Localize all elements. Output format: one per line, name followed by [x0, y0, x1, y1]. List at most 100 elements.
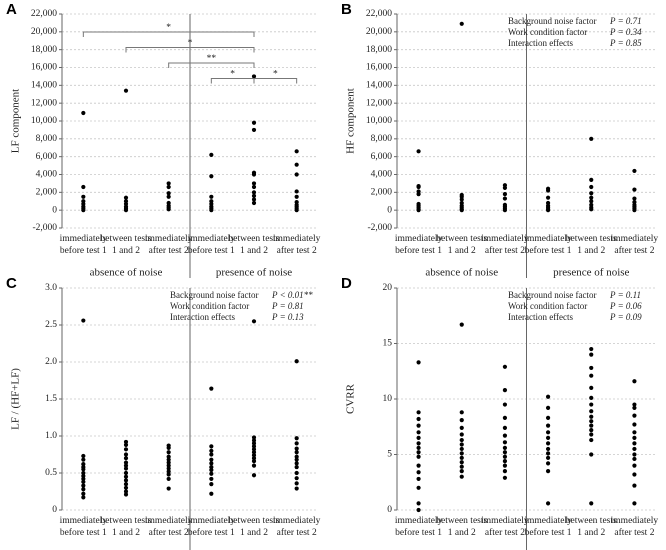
data-point: [416, 463, 421, 468]
data-point: [166, 460, 171, 465]
group-label: absence of noise: [90, 267, 163, 279]
data-point: [251, 441, 257, 446]
data-point: [123, 478, 129, 483]
data-point: [251, 184, 257, 190]
data-point: [251, 444, 257, 449]
y-tick-label: 20,000: [366, 27, 392, 37]
x-tick-label: 1 and 2: [240, 246, 268, 256]
annotation-p: P = 0.71: [609, 16, 642, 26]
data-point: [459, 437, 464, 443]
x-tick-label: before test 1: [60, 245, 107, 256]
data-point: [294, 470, 299, 476]
data-point: [123, 470, 129, 476]
data-point: [545, 461, 551, 466]
data-point: [416, 441, 421, 446]
panel-letter: A: [6, 1, 17, 18]
y-tick-label: 8,000: [371, 134, 393, 144]
annotation-p: P < 0.01**: [271, 290, 313, 300]
data-point: [632, 446, 637, 452]
data-point: [123, 492, 129, 497]
data-point: [459, 474, 464, 479]
data-point: [416, 470, 421, 475]
x-tick-label: immediately: [524, 234, 572, 244]
data-point: [589, 501, 594, 506]
annotation-label: Background noise factor: [170, 290, 258, 300]
data-point: [416, 507, 421, 513]
data-point: [251, 181, 257, 186]
data-point: [81, 479, 86, 484]
data-point: [632, 430, 637, 435]
group-label: presence of noise: [553, 549, 629, 550]
x-tick-label: before test 1: [395, 527, 442, 538]
group-label: presence of noise: [216, 267, 292, 279]
data-point: [81, 476, 86, 482]
data-point: [294, 457, 299, 462]
data-point: [251, 74, 257, 79]
data-point: [589, 136, 594, 141]
data-point: [294, 359, 299, 364]
x-tick-label: 1 and 2: [240, 528, 268, 538]
x-tick-label: immediately: [60, 234, 108, 244]
data-point: [502, 388, 508, 393]
y-tick-label: -2,000: [32, 223, 57, 233]
annotation-label: Interaction effects: [508, 38, 574, 48]
data-point: [166, 194, 171, 199]
data-point: [166, 181, 171, 186]
x-tick-label: immediately: [395, 516, 443, 526]
data-point: [416, 192, 421, 197]
data-point: [589, 432, 594, 437]
data-point: [416, 360, 421, 365]
y-tick-label: 16,000: [31, 63, 57, 73]
data-point: [123, 489, 129, 494]
data-point: [166, 463, 171, 468]
data-point: [294, 464, 299, 470]
x-tick-label: before test 1: [395, 245, 442, 256]
data-point: [502, 450, 508, 455]
significance-bracket: [168, 62, 255, 68]
data-point: [589, 207, 594, 212]
annotation-p: P = 0.13: [271, 312, 304, 322]
data-point: [416, 435, 421, 440]
y-tick-label: 6,000: [371, 152, 393, 162]
data-point: [123, 466, 129, 471]
annotation-label: Interaction effects: [170, 312, 236, 322]
data-point: [209, 461, 214, 466]
data-point: [166, 445, 171, 450]
data-point: [589, 365, 594, 371]
data-point: [632, 405, 637, 410]
y-axis-title: LF / (HF+LF): [10, 368, 22, 430]
data-point: [502, 463, 508, 468]
data-point: [123, 88, 129, 93]
data-point: [251, 447, 257, 452]
data-point: [589, 437, 594, 443]
x-tick-label: 1 and 2: [112, 528, 140, 538]
data-point: [545, 394, 551, 399]
significance-label: *: [230, 70, 235, 80]
significance-label: **: [207, 54, 217, 64]
data-point: [416, 450, 421, 455]
annotation-p: P = 0.81: [271, 301, 304, 311]
data-point: [502, 440, 508, 445]
x-tick-label: 1 and 2: [448, 246, 476, 256]
data-point: [416, 501, 421, 506]
y-tick-label: 2,000: [36, 188, 58, 198]
data-point: [294, 172, 299, 177]
x-tick-label: immediately: [395, 234, 443, 244]
data-point: [589, 419, 594, 424]
y-tick-label: 15: [383, 339, 393, 349]
significance-label: *: [166, 23, 171, 33]
data-point: [632, 441, 637, 446]
data-point: [166, 184, 171, 190]
data-point: [81, 208, 86, 213]
data-point: [294, 189, 299, 194]
data-point: [209, 471, 214, 476]
y-tick-label: 10,000: [366, 116, 392, 126]
data-point: [251, 190, 257, 195]
x-tick-label: immediately: [611, 516, 659, 526]
data-point: [632, 187, 637, 192]
data-point: [81, 184, 86, 190]
data-point: [545, 208, 551, 213]
annotation-p: P = 0.09: [609, 312, 642, 322]
data-point: [166, 191, 171, 196]
data-point: [123, 208, 129, 213]
